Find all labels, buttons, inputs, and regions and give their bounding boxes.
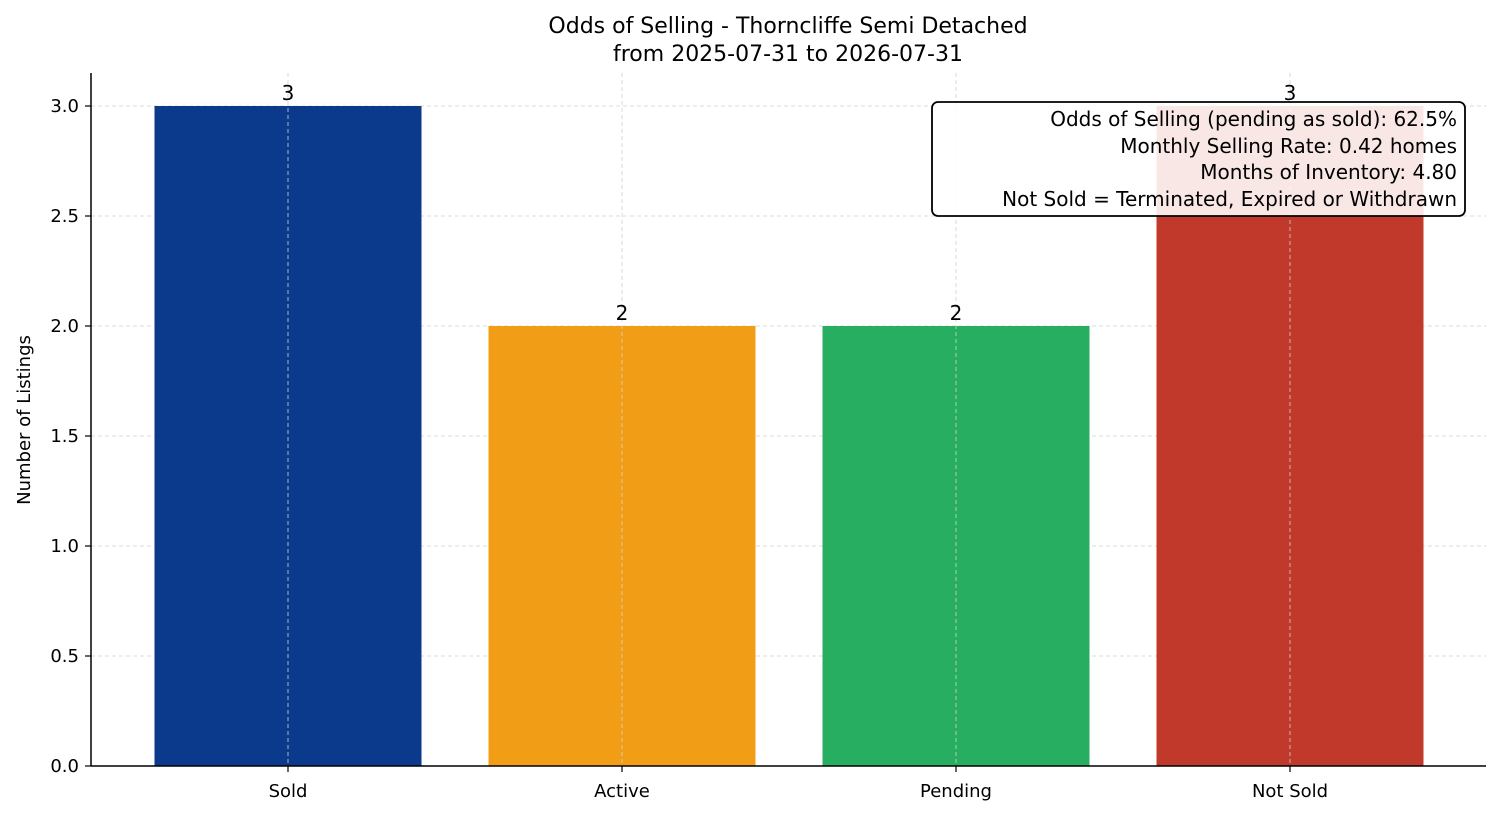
stats-annotation-box bbox=[931, 101, 1466, 217]
annotation-line: Monthly Selling Rate: 0.42 homes bbox=[1120, 134, 1457, 158]
annotation-line: Months of Inventory: 4.80 bbox=[1200, 160, 1457, 184]
y-tick-label: 2.0 bbox=[50, 316, 79, 337]
y-axis-label: Number of Listings bbox=[14, 335, 35, 505]
bar-value-label: 3 bbox=[1284, 81, 1297, 105]
y-tick-label: 1.5 bbox=[50, 426, 79, 447]
annotation-line: Odds of Selling (pending as sold): 62.5% bbox=[1050, 107, 1457, 131]
axes: 0.0 0.5 1.0 1.5 2.0 2.5 3.0 Sold Active Pending No… bbox=[50, 73, 1486, 802]
x-tick-label: Active bbox=[594, 781, 650, 802]
y-tick-label: 1.0 bbox=[50, 536, 79, 557]
x-tick-label: Pending bbox=[920, 781, 992, 802]
y-tick-label: 2.5 bbox=[50, 206, 79, 227]
x-tick-label: Not Sold bbox=[1252, 781, 1328, 802]
stats-annotation: Odds of Selling (pending as sold): 62.5%… bbox=[931, 101, 1466, 217]
bar-value-label: 2 bbox=[950, 301, 963, 325]
y-tick-label: 3.0 bbox=[50, 96, 79, 117]
annotation-line: Not Sold = Terminated, Expired or Withdr… bbox=[1002, 187, 1457, 211]
y-tick-label: 0.0 bbox=[50, 756, 79, 777]
bar bbox=[154, 106, 422, 766]
chart-title: Odds of Selling - Thorncliffe Semi Detac… bbox=[548, 14, 1027, 39]
bar-value-label: 2 bbox=[616, 301, 629, 325]
chart-subtitle: from 2025-07-31 to 2026-07-31 bbox=[613, 42, 963, 67]
x-tick-label: Sold bbox=[269, 781, 308, 802]
bar-value-label: 3 bbox=[282, 81, 295, 105]
y-tick-label: 0.5 bbox=[50, 646, 79, 667]
